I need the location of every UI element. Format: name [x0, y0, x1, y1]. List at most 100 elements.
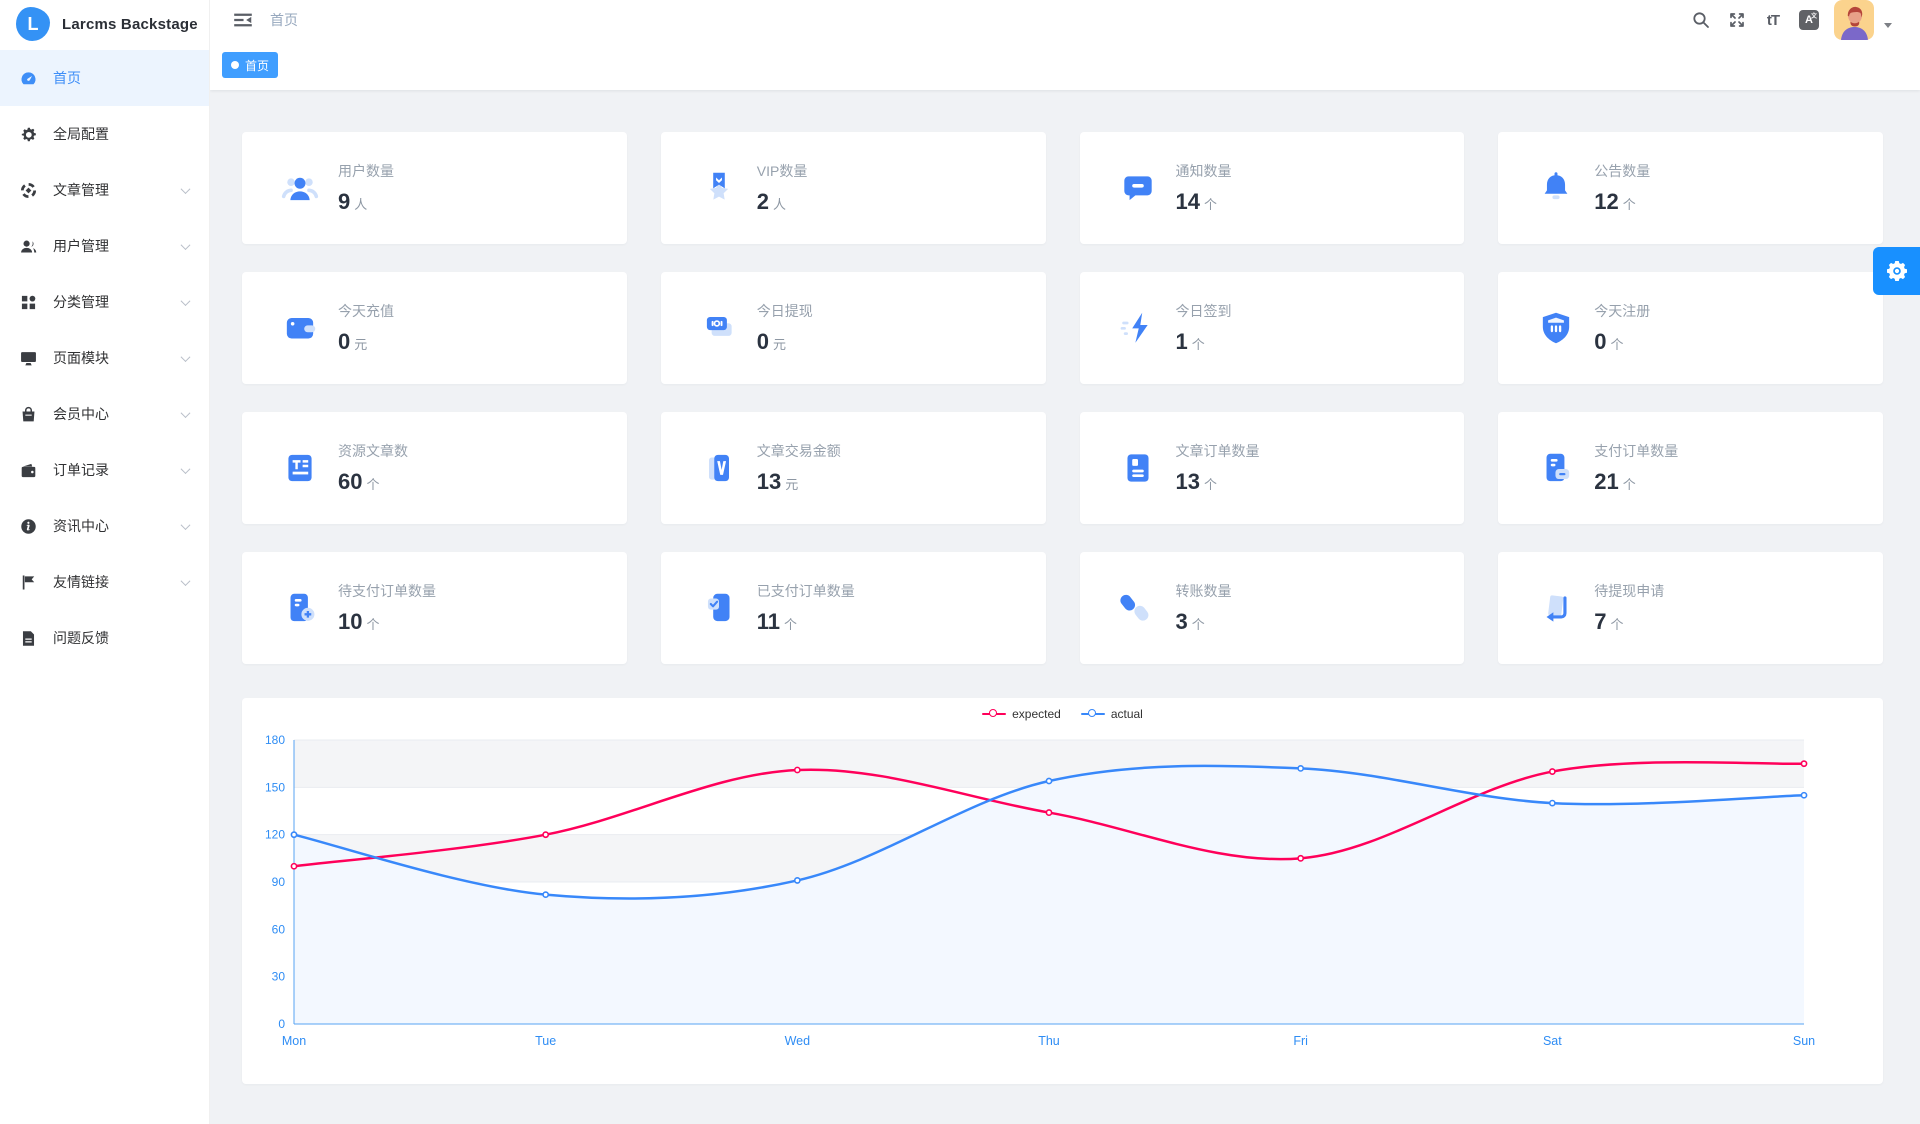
- stat-card-10[interactable]: 文章订单数量 13 个: [1079, 412, 1465, 524]
- settings-button[interactable]: [1873, 247, 1920, 295]
- sidebar-item-5[interactable]: 页面模块: [0, 330, 209, 386]
- wallet-icon: [20, 462, 37, 479]
- stat-withdraw-apply-icon: [1536, 588, 1576, 628]
- svg-text:Mon: Mon: [282, 1034, 306, 1048]
- sidebar-item-9[interactable]: 友情链接: [0, 554, 209, 610]
- logo[interactable]: L Larcms Backstage: [0, 0, 209, 48]
- stat-card-0[interactable]: 用户数量 9 人: [242, 132, 627, 244]
- stat-card-11[interactable]: 支付订单数量 21 个: [1498, 412, 1883, 524]
- stat-card-12[interactable]: 待支付订单数量 10 个: [242, 552, 627, 664]
- stat-card-4[interactable]: 今天充值 0 元: [242, 272, 627, 384]
- stat-card-3[interactable]: 公告数量 12 个: [1498, 132, 1883, 244]
- sidebar-item-3[interactable]: 用户管理: [0, 218, 209, 274]
- stat-card-8[interactable]: 资源文章数 60 个: [242, 412, 627, 524]
- chevron-down-icon: [180, 519, 191, 530]
- sidebar-item-label: 文章管理: [53, 182, 109, 198]
- line-chart[interactable]: 0 30 60 90 120 150 180 Mon Tue Wed Thu Fri Sat Sun: [242, 698, 1883, 1084]
- legend-item-expected[interactable]: expected: [982, 707, 1061, 721]
- stat-card-1[interactable]: VIP数量 2 人: [660, 132, 1046, 244]
- stat-card-unit: 个: [1191, 337, 1205, 352]
- font-size-icon[interactable]: tT: [1766, 11, 1780, 29]
- hamburger-icon[interactable]: [232, 9, 254, 31]
- stat-card-label: 转账数量: [1175, 583, 1232, 599]
- breadcrumb[interactable]: 首页: [270, 12, 298, 28]
- stat-card-15[interactable]: 待提现申请 7 个: [1498, 552, 1883, 664]
- tag-home[interactable]: 首页: [222, 52, 279, 78]
- stat-card-label: 今天注册: [1594, 303, 1651, 319]
- stat-users-icon: [280, 168, 320, 208]
- stat-card-label: 今天充值: [338, 303, 394, 319]
- svg-text:Tue: Tue: [535, 1034, 556, 1048]
- stat-card-5[interactable]: 今日提现 0 元: [660, 272, 1046, 384]
- stat-card-unit: 个: [1622, 197, 1636, 212]
- stat-card-value: 13 元: [756, 469, 799, 494]
- stat-pay-order-icon: [1536, 448, 1576, 488]
- sidebar-item-1[interactable]: 全局配置: [0, 106, 209, 162]
- stat-card-label: 待支付订单数量: [338, 583, 436, 599]
- chart-legend: expected actual: [242, 707, 1883, 721]
- sidebar-item-label: 友情链接: [53, 574, 109, 590]
- stat-card-6[interactable]: 今日签到 1 个: [1079, 272, 1465, 384]
- sidebar-item-10[interactable]: 问题反馈: [0, 610, 209, 666]
- stat-card-2[interactable]: 通知数量 14 个: [1079, 132, 1465, 244]
- compass-icon: [20, 182, 37, 199]
- stat-card-label: 今日签到: [1175, 303, 1232, 319]
- stat-register-icon: [1536, 308, 1576, 348]
- sidebar-item-6[interactable]: 会员中心: [0, 386, 209, 442]
- stat-card-label: 文章交易金额: [756, 443, 841, 459]
- stat-card-unit: 个: [1203, 197, 1217, 212]
- sidebar-item-label: 会员中心: [53, 406, 109, 422]
- search-icon[interactable]: [1690, 9, 1712, 31]
- stat-card-9[interactable]: 文章交易金额 13 元: [660, 412, 1046, 524]
- sidebar-item-label: 订单记录: [53, 462, 109, 478]
- stat-card-label: 待提现申请: [1594, 583, 1665, 599]
- svg-text:180: 180: [265, 733, 285, 747]
- chevron-down-icon: [180, 183, 191, 194]
- bag-icon: [20, 406, 37, 423]
- legend-item-actual[interactable]: actual: [1080, 707, 1143, 721]
- stat-card-7[interactable]: 今天注册 0 个: [1498, 272, 1883, 384]
- sidebar-item-2[interactable]: 文章管理: [0, 162, 209, 218]
- stat-resource-icon: [280, 448, 320, 488]
- stat-card-label: 通知数量: [1175, 163, 1232, 179]
- stat-card-label: 今日提现: [756, 303, 813, 319]
- main-content: 用户数量 9 人 VIP数量 2 人通知数量 14 个公告数量 12 个今天充值 0 元今日提现 0 元今…: [210, 90, 1920, 1124]
- sidebar-item-7[interactable]: 订单记录: [0, 442, 209, 498]
- chevron-down-icon: [180, 463, 191, 474]
- stat-card-unit: 个: [1203, 477, 1217, 492]
- stat-card-unit: 人: [773, 197, 787, 212]
- sidebar-item-0[interactable]: 首页: [0, 50, 209, 106]
- tag-active-dot: [231, 61, 239, 69]
- stat-card-unit: 个: [366, 477, 380, 492]
- stat-withdraw-icon: [699, 308, 739, 348]
- stat-announce-icon: [1536, 168, 1576, 208]
- sidebar-item-8[interactable]: 资讯中心: [0, 498, 209, 554]
- sidebar: L Larcms Backstage 首页全局配置文章管理用户管理 分类管理 页面模…: [0, 0, 210, 1124]
- fullscreen-icon[interactable]: [1726, 9, 1748, 31]
- sidebar-item-4[interactable]: 分类管理: [0, 274, 209, 330]
- sidebar-item-label: 全局配置: [53, 126, 109, 142]
- stat-pending-pay-icon: [280, 588, 320, 628]
- stat-card-14[interactable]: 转账数量 3 个: [1079, 552, 1465, 664]
- avatar[interactable]: [1834, 0, 1874, 40]
- stat-card-value: 14 个: [1175, 189, 1218, 214]
- file-icon: [20, 630, 37, 647]
- stat-card-label: 支付订单数量: [1594, 443, 1679, 459]
- stat-card-value: 60 个: [338, 469, 380, 494]
- stat-article-order-icon: [1118, 448, 1158, 488]
- sidebar-item-label: 首页: [53, 70, 81, 86]
- stat-card-13[interactable]: 已支付订单数量 11 个: [660, 552, 1046, 664]
- sidebar-menu: 首页全局配置文章管理用户管理 分类管理 页面模块会员中心订单记录资讯中心友情链接问题…: [0, 50, 209, 666]
- caret-down-icon[interactable]: [1884, 22, 1892, 28]
- svg-text:30: 30: [272, 970, 286, 984]
- grid-icon: [20, 294, 37, 311]
- svg-text:0: 0: [278, 1017, 285, 1031]
- svg-text:120: 120: [265, 828, 285, 842]
- stat-notice-icon: [1118, 168, 1158, 208]
